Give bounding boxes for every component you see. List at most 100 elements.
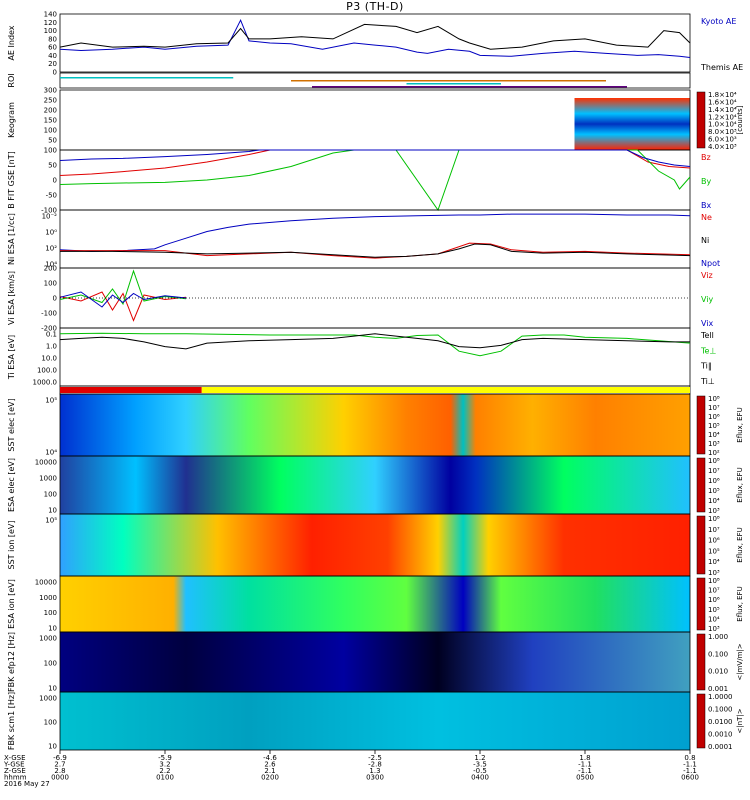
vi-ytick: -200 xyxy=(41,325,57,333)
ephemeris-value: 0600 xyxy=(681,774,699,782)
ephemeris-value: -1.1 xyxy=(683,767,697,775)
ephemeris-value: 2.2 xyxy=(159,767,170,775)
fbk_b-colorbar-unit: <|nT|> xyxy=(736,708,744,733)
esa_e-ytick: 100 xyxy=(44,491,57,499)
ae-ytick: 80 xyxy=(48,35,57,43)
kp-ytick: 250 xyxy=(44,97,57,105)
ephemeris-value: -2.8 xyxy=(368,761,382,769)
sst_e-ylabel: SST elec [eV] xyxy=(7,398,16,451)
bfit-series-bz xyxy=(59,149,691,176)
sst_e-colorbar-tick: 10⁷ xyxy=(708,404,720,412)
esa_i-colorbar-tick: 10⁶ xyxy=(708,596,720,604)
ti-ytick: 1000.0 xyxy=(33,379,58,387)
esa_e-colorbar-tick: 10⁷ xyxy=(708,467,720,475)
ephemeris-value: 0400 xyxy=(471,774,489,782)
ephemeris-value: 0000 xyxy=(51,774,69,782)
ti-ytick: 100.0 xyxy=(37,367,57,375)
ae-series-themisae xyxy=(59,23,691,50)
roi-segment xyxy=(406,83,501,85)
ti-series-tell xyxy=(59,333,690,350)
vi-ytick: 100 xyxy=(44,280,57,288)
ephemeris-value: -2.5 xyxy=(368,754,382,762)
ni-frame xyxy=(59,209,691,269)
sst_i-colorbar-unit: Eflux, EFU xyxy=(736,527,744,562)
kp-colorbar-unit: [counts] xyxy=(736,105,744,134)
kp-colorbar-tick: 1.6×10⁴ xyxy=(708,98,737,106)
esa_i-ytick: 100 xyxy=(44,609,57,617)
ae-legend-themisae: Themis AE xyxy=(700,63,743,72)
kp-colorbar-tick: 1.0×10⁴ xyxy=(708,121,737,129)
esa_e-ytick: 10000 xyxy=(35,459,57,467)
kp-colorbar-tick: 1.4×10⁴ xyxy=(708,106,737,114)
fbk_b-colorbar-tick: 1.0000 xyxy=(708,693,733,701)
ae-ytick: 0 xyxy=(53,69,57,77)
esa_e-ytick: 1000 xyxy=(39,475,57,483)
ae-ytick: 100 xyxy=(44,27,57,35)
ae-series-kyotoae xyxy=(59,18,691,58)
fbk_e-colorbar-tick: 0.010 xyxy=(708,668,728,676)
fbk_e-ytick: 100 xyxy=(44,660,57,668)
esa_e-colorbar-tick: 10³ xyxy=(708,507,720,515)
ae-legend-kyotoae: Kyoto AE xyxy=(701,17,736,26)
esa_i-ytick: 10 xyxy=(48,625,57,633)
fbk_e-spectrogram xyxy=(60,632,690,692)
sst_i-ylabel: SST ion [eV] xyxy=(7,521,16,570)
ephemeris-value: -0.5 xyxy=(473,767,487,775)
ni-legend-npot: Npot xyxy=(701,259,720,268)
ti-ytick: 1.0 xyxy=(46,343,57,351)
ephemeris-value: 0200 xyxy=(261,774,279,782)
roi-frame xyxy=(59,72,691,89)
ephemeris-value: -1.1 xyxy=(578,761,592,769)
ti-legend-tell: Tell xyxy=(700,331,714,340)
kp-colorbar-tick: 4.0×10³ xyxy=(708,143,737,151)
sst_i-colorbar-tick: 10⁵ xyxy=(708,547,720,555)
keogram-image xyxy=(574,98,690,150)
esa_e-colorbar-tick: 10⁵ xyxy=(708,487,720,495)
sst_i-colorbar-tick: 10⁷ xyxy=(708,526,720,534)
ti-frame xyxy=(59,327,691,387)
bfit-legend-bz: Bz xyxy=(701,153,711,162)
bfit-ytick: -50 xyxy=(46,192,57,200)
ephemeris-value: 0300 xyxy=(366,774,384,782)
fbk_e-colorbar-unit: <|mV/m|> xyxy=(736,643,744,680)
ephemeris-row-label: Z-GSE xyxy=(4,767,26,775)
ti-legend-ti: Ti⊥ xyxy=(700,377,715,386)
ae-ytick: 140 xyxy=(44,11,57,19)
sst_e-colorbar-tick: 10² xyxy=(708,449,720,457)
roi-segment xyxy=(312,86,627,88)
bfit-legend-by: By xyxy=(701,177,711,186)
sst_i-spectrogram xyxy=(60,514,690,576)
ni-series-npot xyxy=(59,213,691,252)
vi-legend-vix: Vix xyxy=(701,319,714,328)
esa_i-colorbar-tick: 10⁵ xyxy=(708,606,720,614)
esa_i-ylabel: ESA ion [eV] xyxy=(7,579,16,629)
sst_i-ytick: 10⁵ xyxy=(45,517,57,525)
ni-legend-ne: Ne xyxy=(701,213,712,222)
ephemeris-row-label: hhmm xyxy=(4,774,27,782)
bfit-ytick: 50 xyxy=(48,162,57,170)
kp-ytick: 50 xyxy=(48,137,57,145)
ephemeris-row-label: 2016 May 27 xyxy=(4,780,50,788)
ti-ylabel: Ti ESA [eV] xyxy=(7,335,16,380)
kp-colorbar-tick: 1.8×10⁴ xyxy=(708,91,737,99)
bfit-ytick: -100 xyxy=(41,207,57,215)
bfit-ytick: 100 xyxy=(44,147,57,155)
vi-ylabel: Vi ESA [km/s] xyxy=(7,271,16,325)
ephemeris-value: 2.1 xyxy=(264,767,275,775)
fbk_e-ylabel: FBK efp12 [Hz] xyxy=(7,632,16,692)
vi-ytick: 0 xyxy=(53,295,57,303)
vi-legend-viy: Viy xyxy=(701,295,714,304)
ephemeris-value: -1.1 xyxy=(683,761,697,769)
esa_e-colorbar xyxy=(696,457,706,513)
sst_e-colorbar-tick: 10³ xyxy=(708,440,720,448)
sst_e-colorbar-tick: 10⁸ xyxy=(708,395,720,403)
sst_e-colorbar-tick: 10⁶ xyxy=(708,413,720,421)
esa_e-spectrogram xyxy=(60,456,690,514)
fbk_e-colorbar-tick: 0.001 xyxy=(708,685,728,693)
ephemeris-value: 1.3 xyxy=(369,767,380,775)
ephemeris-value: 2.6 xyxy=(264,761,276,769)
esa_e-colorbar-unit: Eflux, EFU xyxy=(736,467,744,502)
bfit-series-bx xyxy=(59,149,691,167)
esa_e-ytick: 10 xyxy=(48,507,57,515)
